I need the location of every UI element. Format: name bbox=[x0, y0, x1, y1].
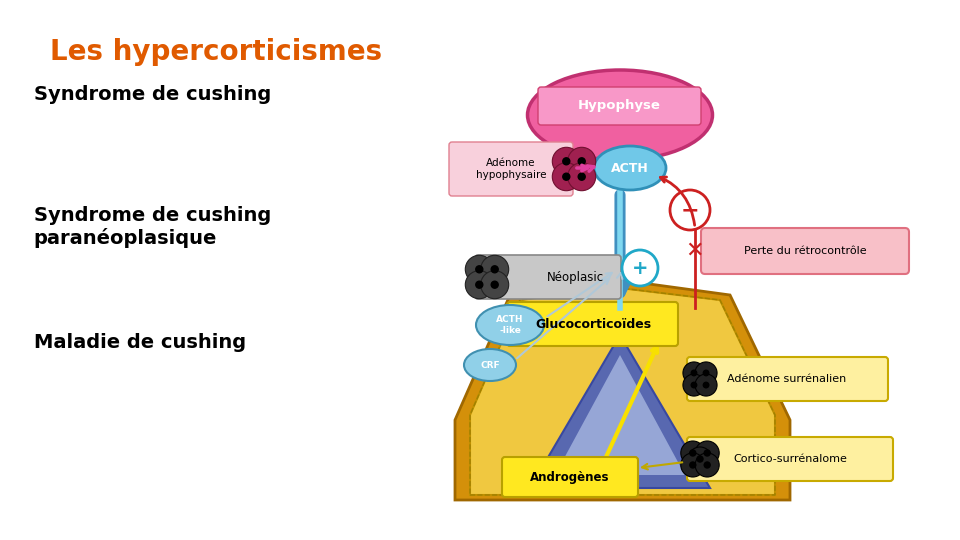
Circle shape bbox=[705, 450, 710, 456]
Circle shape bbox=[567, 163, 596, 191]
Circle shape bbox=[481, 255, 509, 284]
Circle shape bbox=[476, 266, 483, 273]
Circle shape bbox=[690, 462, 696, 468]
FancyBboxPatch shape bbox=[538, 87, 701, 125]
Circle shape bbox=[683, 374, 705, 396]
Text: Cortico-surrénalome: Cortico-surrénalome bbox=[733, 454, 847, 464]
Circle shape bbox=[563, 158, 570, 165]
Text: CRF: CRF bbox=[480, 361, 500, 369]
Text: Les hypercorticismes: Les hypercorticismes bbox=[50, 38, 382, 66]
Text: Hypophyse: Hypophyse bbox=[578, 99, 660, 112]
Ellipse shape bbox=[594, 146, 666, 190]
Circle shape bbox=[704, 370, 708, 376]
Circle shape bbox=[695, 374, 717, 396]
Text: −: − bbox=[681, 200, 699, 220]
Circle shape bbox=[481, 271, 509, 299]
Circle shape bbox=[681, 453, 705, 477]
Text: Néoplasic: Néoplasic bbox=[546, 271, 604, 284]
Text: Glucocorticoïdes: Glucocorticoïdes bbox=[535, 318, 651, 330]
Circle shape bbox=[691, 382, 697, 388]
Circle shape bbox=[578, 158, 586, 165]
Circle shape bbox=[695, 453, 719, 477]
Circle shape bbox=[705, 462, 710, 468]
Ellipse shape bbox=[476, 305, 544, 345]
Circle shape bbox=[704, 382, 708, 388]
Circle shape bbox=[563, 173, 570, 180]
FancyBboxPatch shape bbox=[502, 457, 638, 497]
FancyBboxPatch shape bbox=[687, 437, 893, 481]
Circle shape bbox=[683, 362, 705, 384]
Ellipse shape bbox=[464, 349, 516, 381]
FancyBboxPatch shape bbox=[507, 302, 678, 346]
FancyBboxPatch shape bbox=[475, 255, 621, 299]
Circle shape bbox=[688, 447, 712, 471]
Circle shape bbox=[552, 147, 580, 176]
Text: Adénome surrénalien: Adénome surrénalien bbox=[728, 374, 847, 384]
Text: Androgènes: Androgènes bbox=[530, 470, 610, 483]
Circle shape bbox=[578, 173, 586, 180]
Text: ACTH
-like: ACTH -like bbox=[496, 315, 524, 335]
Polygon shape bbox=[530, 335, 710, 488]
Circle shape bbox=[466, 271, 493, 299]
Circle shape bbox=[552, 163, 580, 191]
Text: ACTH: ACTH bbox=[612, 161, 649, 174]
Circle shape bbox=[476, 281, 483, 288]
Circle shape bbox=[691, 370, 697, 376]
FancyBboxPatch shape bbox=[687, 357, 888, 401]
Circle shape bbox=[695, 441, 719, 465]
Circle shape bbox=[695, 362, 717, 384]
Text: Perte du rétrocontrôle: Perte du rétrocontrôle bbox=[744, 246, 866, 256]
Circle shape bbox=[670, 190, 710, 230]
Text: ✕: ✕ bbox=[685, 241, 705, 261]
Text: Syndrome de cushing
paranéoplasique: Syndrome de cushing paranéoplasique bbox=[34, 206, 271, 248]
Circle shape bbox=[466, 255, 493, 284]
Text: Adénome
hypophysaire: Adénome hypophysaire bbox=[476, 158, 546, 180]
Text: +: + bbox=[632, 259, 648, 278]
Circle shape bbox=[567, 147, 596, 176]
Ellipse shape bbox=[527, 70, 712, 160]
Text: Maladie de cushing: Maladie de cushing bbox=[34, 333, 246, 353]
Circle shape bbox=[492, 266, 498, 273]
FancyBboxPatch shape bbox=[449, 142, 573, 196]
Circle shape bbox=[681, 441, 705, 465]
FancyBboxPatch shape bbox=[701, 228, 909, 274]
Circle shape bbox=[697, 456, 703, 462]
Text: Syndrome de cushing: Syndrome de cushing bbox=[34, 85, 271, 104]
Circle shape bbox=[690, 450, 696, 456]
Polygon shape bbox=[470, 288, 775, 495]
Polygon shape bbox=[555, 355, 685, 475]
Circle shape bbox=[492, 281, 498, 288]
Circle shape bbox=[622, 250, 658, 286]
Polygon shape bbox=[455, 280, 790, 500]
